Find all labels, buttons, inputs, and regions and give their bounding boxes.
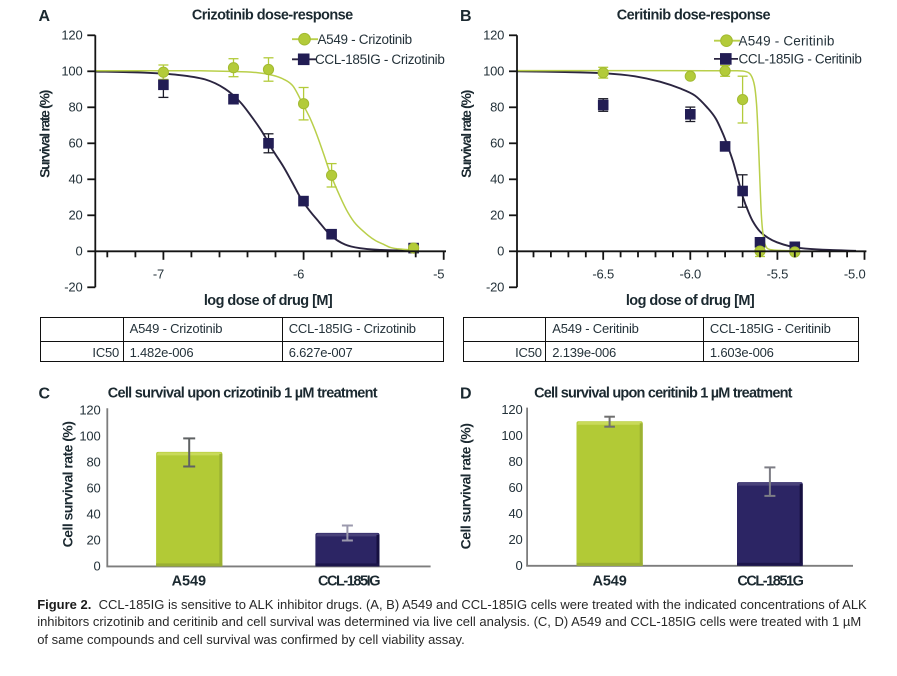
svg-text:20: 20 [86, 533, 100, 548]
svg-text:-6: -6 [293, 267, 304, 282]
svg-text:Cell survival rate (%): Cell survival rate (%) [458, 424, 474, 550]
svg-text:0: 0 [75, 244, 82, 259]
svg-text:60: 60 [490, 136, 504, 151]
svg-text:20: 20 [508, 532, 522, 547]
svg-text:120: 120 [501, 402, 522, 417]
svg-text:60: 60 [508, 480, 522, 495]
svg-text:log dose of drug [M]: log dose of drug [M] [626, 293, 755, 309]
svg-text:-5.5: -5.5 [767, 267, 789, 282]
svg-text:A549: A549 [172, 573, 206, 589]
svg-text:0: 0 [93, 559, 100, 574]
svg-text:80: 80 [508, 454, 522, 469]
svg-text:100: 100 [79, 429, 100, 444]
svg-text:-20: -20 [486, 280, 504, 295]
svg-text:Ceritinib dose-response: Ceritinib dose-response [617, 8, 771, 24]
svg-text:0: 0 [515, 558, 522, 573]
svg-text:20: 20 [68, 208, 82, 223]
svg-text:40: 40 [508, 506, 522, 521]
svg-text:100: 100 [483, 64, 504, 79]
svg-text:-5.0: -5.0 [844, 267, 866, 282]
svg-text:Cell survival upon ceritinib 1: Cell survival upon ceritinib 1 µM treatm… [534, 385, 793, 401]
svg-text:A549: A549 [592, 573, 626, 589]
svg-text:-6.0: -6.0 [679, 267, 701, 282]
svg-text:80: 80 [490, 100, 504, 115]
svg-text:A549 - Ceritinib: A549 - Ceritinib [739, 33, 835, 48]
svg-text:CCL-185IG: CCL-185IG [318, 573, 380, 589]
svg-text:120: 120 [61, 28, 82, 43]
svg-text:80: 80 [68, 100, 82, 115]
svg-text:D: D [460, 385, 472, 402]
svg-text:A: A [39, 8, 51, 25]
svg-text:80: 80 [86, 455, 100, 470]
svg-text:100: 100 [61, 64, 82, 79]
svg-text:B: B [460, 8, 472, 25]
svg-text:Survival rate (%): Survival rate (%) [458, 90, 474, 177]
svg-text:A549 - Crizotinib: A549 - Crizotinib [318, 32, 412, 47]
svg-text:40: 40 [86, 507, 100, 522]
svg-text:20: 20 [490, 208, 504, 223]
svg-text:40: 40 [490, 172, 504, 187]
svg-text:CCL-185IG - Crizotinib: CCL-185IG - Crizotinib [315, 52, 445, 67]
svg-text:Crizotinib dose-response: Crizotinib dose-response [192, 8, 353, 24]
svg-text:CCL-185IG - Ceritinib: CCL-185IG - Ceritinib [739, 52, 862, 67]
svg-text:C: C [39, 385, 51, 402]
svg-text:-20: -20 [64, 280, 82, 295]
svg-text:60: 60 [68, 136, 82, 151]
svg-text:-5: -5 [433, 267, 444, 282]
svg-text:40: 40 [68, 172, 82, 187]
svg-text:120: 120 [483, 28, 504, 43]
svg-text:CCL-1851G: CCL-1851G [737, 573, 803, 589]
svg-text:0: 0 [497, 244, 504, 259]
svg-text:Cell survival rate (%): Cell survival rate (%) [60, 422, 76, 548]
svg-text:Cell survival upon crizotinib: Cell survival upon crizotinib 1 µM treat… [108, 385, 378, 401]
svg-text:100: 100 [501, 428, 522, 443]
svg-text:-7: -7 [153, 267, 164, 282]
svg-text:log dose of drug [M]: log dose of drug [M] [204, 293, 333, 309]
svg-text:60: 60 [86, 481, 100, 496]
svg-text:120: 120 [79, 403, 100, 418]
svg-text:Survival rate (%): Survival rate (%) [37, 90, 53, 177]
svg-text:-6.5: -6.5 [592, 267, 614, 282]
